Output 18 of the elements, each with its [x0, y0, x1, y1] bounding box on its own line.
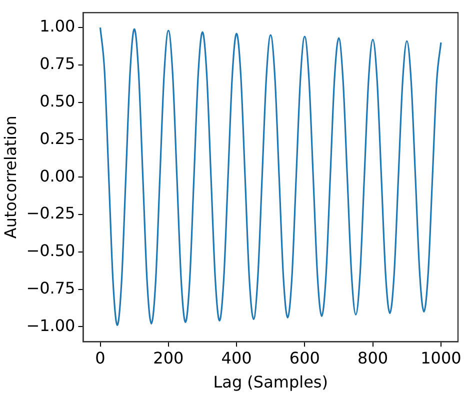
x-tick-label: 0 [95, 348, 106, 368]
y-tick-label: −0.50 [26, 241, 76, 260]
y-tick-label: 0.00 [40, 166, 76, 186]
y-tick-label: 0.75 [40, 54, 76, 74]
x-tick-label: 200 [153, 348, 184, 368]
y-axis-title: Autocorrelation [0, 116, 20, 239]
x-tick-label: 1000 [420, 348, 462, 368]
x-tick-label: 600 [289, 348, 320, 368]
y-tick-label: −0.25 [26, 204, 76, 223]
x-tick-label: 400 [221, 348, 252, 368]
y-tick-label: 1.00 [40, 16, 76, 36]
y-tick-label: −0.75 [26, 278, 76, 298]
x-axis-title: Lag (Samples) [213, 372, 328, 392]
y-tick-label: 0.50 [40, 91, 76, 110]
y-tick-label: 0.25 [40, 128, 76, 148]
y-tick-label: −1.00 [26, 316, 76, 335]
x-tick-label: 800 [358, 348, 388, 368]
line-series [99, 26, 442, 326]
